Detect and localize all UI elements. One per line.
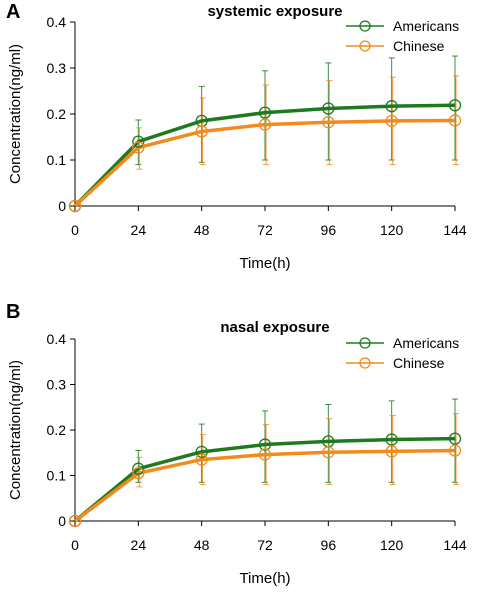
- data-point: [385, 100, 398, 113]
- x-tick-label: 0: [71, 537, 79, 553]
- x-tick-label: 24: [131, 222, 147, 238]
- data-point: [385, 445, 398, 458]
- series-line-chinese: [73, 448, 456, 523]
- x-axis-label: Time(h): [239, 570, 290, 587]
- y-tick-label: 0.2: [47, 422, 67, 438]
- data-point: [322, 102, 335, 115]
- y-axis-label: Concentration(ng/ml): [7, 44, 24, 184]
- data-point: [195, 445, 208, 458]
- legend-label: Americans: [393, 18, 459, 34]
- data-point: [132, 467, 145, 480]
- series-line-americans: [73, 436, 456, 523]
- chart-title: nasal exposure: [220, 319, 329, 336]
- x-tick-label: 144: [443, 222, 467, 238]
- legend-item-americans: Americans: [346, 335, 459, 351]
- x-tick-label: 96: [321, 537, 337, 553]
- x-tick-label: 48: [194, 222, 210, 238]
- legend-marker: [359, 20, 371, 32]
- data-point: [322, 446, 335, 459]
- x-tick-label: 120: [380, 222, 404, 238]
- legend-label: Chinese: [393, 355, 445, 371]
- data-point: [258, 448, 272, 461]
- series-americans: [135, 55, 458, 166]
- y-tick-label: 0.4: [47, 331, 67, 347]
- data-point: [68, 199, 82, 213]
- x-tick-label: 48: [194, 537, 210, 553]
- data-point: [322, 116, 335, 129]
- x-axis-label: Time(h): [239, 255, 290, 272]
- y-tick-label: 0.4: [47, 14, 67, 30]
- data-point: [132, 135, 145, 148]
- x-tick-label: 120: [380, 537, 404, 553]
- x-tick-label: 144: [443, 537, 467, 553]
- legend-item-americans: Americans: [346, 18, 459, 34]
- data-point: [195, 125, 208, 138]
- data-point: [448, 114, 462, 127]
- chart-title: systemic exposure: [207, 3, 342, 20]
- x-tick-label: 72: [257, 222, 273, 238]
- x-tick-label: 72: [257, 537, 273, 553]
- data-point: [385, 433, 398, 446]
- y-tick-label: 0: [58, 198, 66, 214]
- panel-letter: A: [6, 1, 20, 23]
- x-tick-label: 0: [71, 222, 79, 238]
- data-point: [258, 438, 272, 451]
- legend-label: Chinese: [393, 38, 445, 54]
- data-point: [448, 432, 462, 445]
- legend-item-chinese: Chinese: [346, 38, 445, 54]
- data-point: [258, 118, 272, 131]
- data-point: [448, 444, 462, 457]
- y-axis-label: Concentration(ng/ml): [7, 360, 24, 500]
- data-point: [195, 453, 208, 466]
- panel-letter: B: [6, 301, 20, 323]
- data-point: [132, 141, 145, 154]
- data-point: [448, 99, 462, 112]
- legend-marker: [359, 40, 371, 52]
- y-tick-label: 0.3: [47, 60, 67, 76]
- y-tick-label: 0.1: [47, 468, 67, 484]
- y-tick-label: 0.3: [47, 377, 67, 393]
- x-tick-label: 24: [131, 537, 147, 553]
- legend-marker: [359, 357, 371, 369]
- y-tick-label: 0.2: [47, 106, 67, 122]
- data-point: [385, 114, 398, 128]
- legend-label: Americans: [393, 335, 459, 351]
- legend-marker: [359, 337, 371, 349]
- data-point: [258, 106, 272, 119]
- data-point: [132, 462, 145, 475]
- data-point: [68, 514, 82, 528]
- y-tick-label: 0.1: [47, 152, 67, 168]
- legend-item-chinese: Chinese: [346, 355, 445, 371]
- y-tick-label: 0: [58, 513, 66, 529]
- x-tick-label: 96: [321, 222, 337, 238]
